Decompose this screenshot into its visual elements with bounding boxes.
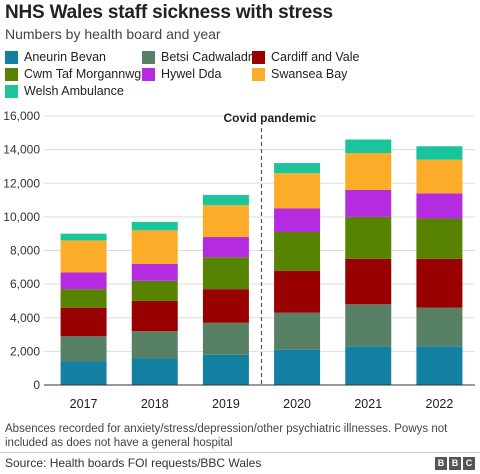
x-tick-label: 2019 — [212, 397, 240, 411]
legend-swatch — [252, 67, 265, 81]
legend-item: Aneurin Bevan — [5, 50, 106, 64]
chart-subtitle: Numbers by health board and year — [5, 26, 221, 42]
bar-segment — [202, 195, 249, 206]
bbc-logo: B B C — [435, 457, 475, 470]
x-tick-label: 2022 — [426, 397, 454, 411]
covid-annotation-label: Covid pandemic — [224, 111, 317, 125]
bar-segment — [345, 258, 392, 305]
bar-segment — [416, 218, 463, 259]
source-divider — [0, 452, 480, 453]
bar-segment — [416, 193, 463, 219]
y-tick-label: 10,000 — [3, 210, 40, 224]
bar-segment — [202, 237, 249, 258]
bar-segment — [274, 270, 321, 313]
y-tick-label: 0 — [33, 378, 40, 392]
bar-segment — [416, 159, 463, 194]
legend-swatch — [5, 50, 18, 64]
bar-segment — [345, 216, 392, 259]
x-tick-label: 2021 — [354, 397, 382, 411]
bar-segment — [416, 346, 463, 385]
bbc-logo-block: B — [449, 457, 461, 470]
bar-segment — [60, 307, 107, 337]
chart-legend: Aneurin Bevan Betsi Cadwaladr Cardiff and … — [5, 50, 475, 100]
bar-segment — [416, 307, 463, 347]
legend-swatch — [142, 50, 155, 64]
y-tick-label: 14,000 — [3, 143, 40, 157]
bar-segment — [345, 346, 392, 385]
stacked-bar-chart: 0 2,000 4,000 6,000 8,000 10,000 12,000 14,000 1… — [3, 109, 475, 411]
legend-swatch — [5, 67, 18, 81]
bar-segment — [60, 240, 107, 273]
x-tick-label: 2017 — [70, 397, 98, 411]
bar-segment — [131, 221, 178, 231]
bar-segment — [131, 263, 178, 281]
bar-segment — [202, 289, 249, 323]
bar-segment — [274, 163, 321, 174]
bar-segment — [131, 280, 178, 301]
bar-segment — [345, 152, 392, 190]
legend-item: Welsh Ambulance — [5, 84, 124, 98]
bar-segment — [274, 232, 321, 271]
bar-segment — [274, 173, 321, 209]
bar-segment — [202, 322, 249, 355]
legend-label: Swansea Bay — [271, 67, 348, 81]
bar-segment — [60, 272, 107, 290]
legend-swatch — [5, 84, 18, 98]
bar-segment — [274, 312, 321, 350]
y-tick-label: 16,000 — [3, 109, 40, 123]
legend-item: Betsi Cadwaladr — [142, 50, 252, 64]
bar-segment — [202, 205, 249, 238]
bbc-logo-block: B — [435, 457, 447, 470]
legend-label: Welsh Ambulance — [24, 84, 124, 98]
y-tick-label: 8,000 — [10, 244, 40, 258]
bar-segment — [131, 300, 178, 332]
bar-segment — [131, 230, 178, 264]
bar-segment — [202, 257, 249, 290]
legend-label: Cwm Taf Morgannwg — [24, 67, 142, 81]
x-tick-label: 2020 — [283, 397, 311, 411]
bar-segment — [60, 233, 107, 241]
y-tick-label: 6,000 — [10, 277, 40, 291]
chart-title: NHS Wales staff sickness with stress — [5, 2, 333, 23]
legend-label: Hywel Dda — [161, 67, 222, 81]
bar-segment — [345, 304, 392, 347]
bbc-logo-block: C — [463, 457, 475, 470]
bar-segment — [131, 358, 178, 385]
chart-footnote: Absences recorded for anxiety/stress/dep… — [5, 423, 448, 449]
bar-segment — [416, 146, 463, 160]
bar-segment — [345, 189, 392, 217]
bar-segment — [60, 336, 107, 362]
legend-swatch — [252, 50, 265, 64]
chart-source: Source: Health boards FOI requests/BBC W… — [5, 456, 262, 470]
legend-swatch — [142, 67, 155, 81]
legend-label: Betsi Cadwaladr — [161, 50, 253, 64]
legend-label: Cardiff and Vale — [271, 50, 360, 64]
y-tick-label: 12,000 — [3, 176, 40, 190]
bar-segment — [274, 208, 321, 233]
bar-segment — [274, 349, 321, 385]
bar-segment — [131, 331, 178, 359]
legend-item: Cwm Taf Morgannwg — [5, 67, 141, 81]
y-tick-label: 4,000 — [10, 311, 40, 325]
y-tick-label: 2,000 — [10, 344, 40, 358]
x-tick-label: 2018 — [141, 397, 169, 411]
bar-segment — [60, 361, 107, 385]
bar-segment — [60, 289, 107, 308]
legend-item: Swansea Bay — [252, 67, 347, 81]
bar-segment — [202, 354, 249, 385]
bar-segment — [416, 258, 463, 308]
legend-item: Cardiff and Vale — [252, 50, 359, 64]
legend-label: Aneurin Bevan — [24, 50, 107, 64]
legend-item: Hywel Dda — [142, 67, 221, 81]
bar-segment — [345, 139, 392, 153]
